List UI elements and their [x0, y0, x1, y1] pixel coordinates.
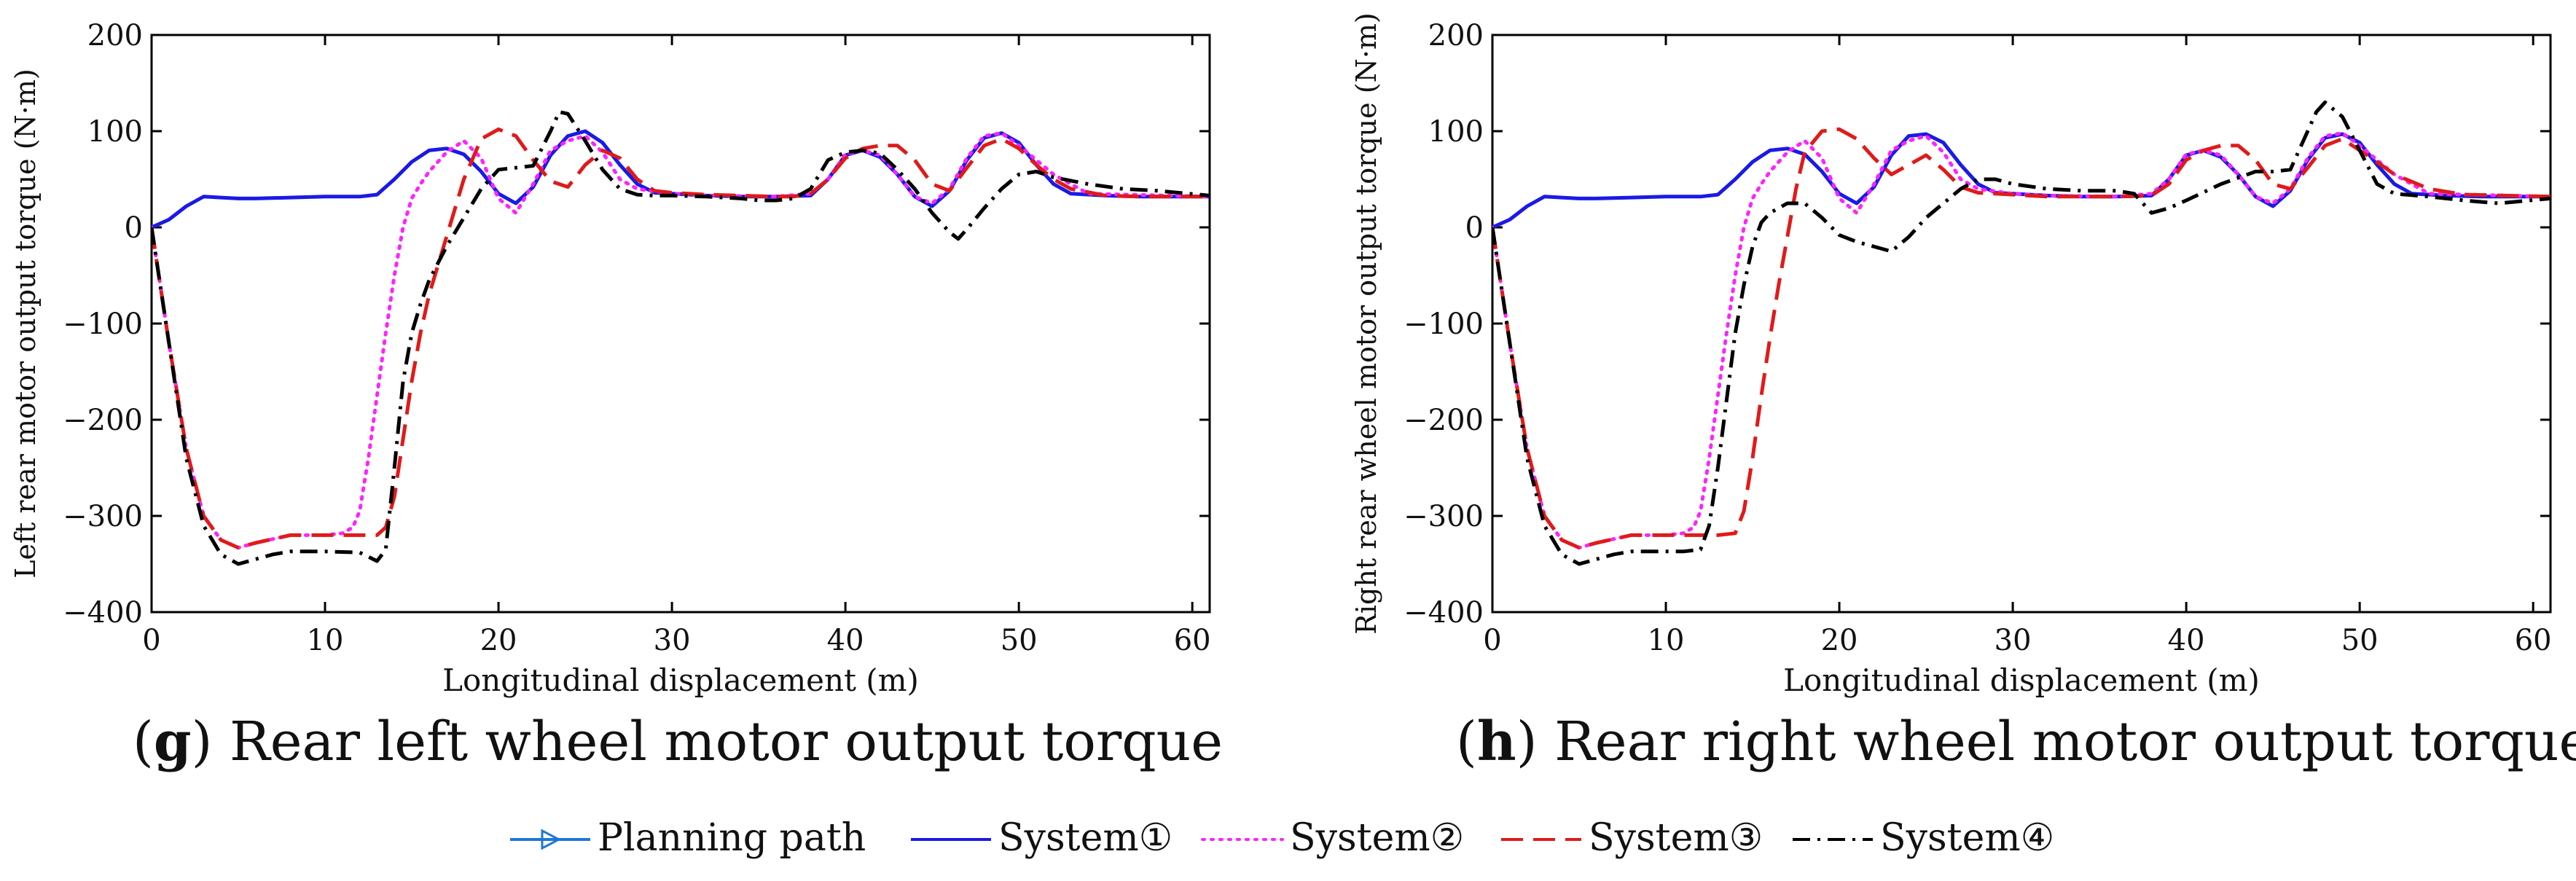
series-line-3 — [152, 127, 1210, 550]
caption-g-letter: g — [153, 710, 192, 773]
caption-g: (g) Rear left wheel motor output torque — [133, 710, 1224, 773]
y-tick-label: −100 — [1404, 308, 1484, 341]
y-tick-label: 0 — [125, 211, 143, 245]
legend-label: System① — [998, 816, 1172, 860]
y-tick-label: 100 — [87, 115, 143, 149]
caption-h-text: Rear right wheel motor output torque — [1554, 710, 2576, 773]
y-axis-label: Right rear wheel motor output torque (N·… — [1350, 12, 1382, 634]
chart-g: 0 10 20 30 40 50 60 −400 −300 −200 −100 0 100 200 Long… — [9, 19, 1211, 698]
caption-g-text: Rear left wheel motor output torque — [230, 710, 1224, 773]
legend-label: System③ — [1589, 816, 1763, 860]
x-axis-label: Longitudinal displacement (m) — [1783, 662, 2260, 698]
series-line-1 — [152, 129, 1210, 230]
y-tick-label: −400 — [63, 596, 143, 630]
legend-label: Planning path — [598, 816, 866, 860]
caption-h-letter: h — [1476, 710, 1516, 773]
legend-label: System④ — [1880, 816, 2054, 860]
y-tick-label: −400 — [1404, 596, 1484, 630]
legend-item-5: System④ — [1793, 816, 2054, 860]
chart-panel-g: 0 10 20 30 40 50 60 −400 −300 −200 −100 0 100 200 Long… — [0, 0, 1268, 700]
legend-item-2: System① — [911, 816, 1172, 860]
triangle-marker-icon — [541, 829, 562, 850]
x-tick-label: 20 — [1821, 624, 1858, 657]
x-tick-label: 40 — [2168, 624, 2205, 657]
y-tick-label: −300 — [1404, 500, 1484, 533]
y-tick-label: −200 — [63, 404, 143, 437]
x-tick-label: 60 — [2515, 624, 2552, 657]
plot-frame — [1491, 34, 2552, 614]
caption-h: (h) Rear right wheel motor output torque — [1456, 710, 2576, 773]
y-tick-label: 100 — [1428, 115, 1484, 149]
legend: Planning path System① System② System③ System… — [510, 816, 2054, 860]
series-line-4 — [152, 110, 1210, 566]
x-tick-label: 30 — [1994, 624, 2032, 657]
y-tick-label: 200 — [87, 19, 143, 52]
x-tick-label: 60 — [1174, 624, 1211, 657]
x-tick-label: 10 — [307, 624, 344, 657]
y-tick-label: −200 — [1404, 404, 1484, 437]
chart-h: 0 10 20 30 40 50 60 −400 −300 −200 −100 0 100 200 Long… — [1350, 12, 2552, 698]
x-tick-label: 30 — [654, 624, 691, 657]
x-axis-label: Longitudinal displacement (m) — [442, 662, 919, 698]
plot-frame — [150, 34, 1211, 614]
y-tick-label: 200 — [1428, 19, 1484, 52]
series-line-3 — [1492, 127, 2550, 550]
x-tick-label: 0 — [142, 624, 160, 657]
chart-panel-h: 0 10 20 30 40 50 60 −400 −300 −200 −100 0 100 200 Long… — [1341, 0, 2576, 700]
legend-item-4: System③ — [1501, 816, 1763, 860]
series-line-1 — [1492, 132, 2550, 230]
x-tick-label: 40 — [827, 624, 864, 657]
x-tick-label: 20 — [480, 624, 517, 657]
y-axis-label: Left rear motor output torque (N·m) — [9, 68, 42, 578]
y-tick-label: −300 — [63, 500, 143, 533]
x-tick-label: 10 — [1648, 624, 1685, 657]
x-tick-label: 0 — [1483, 624, 1501, 657]
legend-item-1: Planning path — [510, 816, 866, 860]
x-tick-label: 50 — [2341, 624, 2379, 657]
legend-item-3: System② — [1201, 816, 1464, 860]
legend-label: System② — [1290, 816, 1464, 860]
y-tick-label: −100 — [63, 308, 143, 341]
x-tick-label: 50 — [1001, 624, 1038, 657]
y-tick-label: 0 — [1465, 211, 1484, 245]
